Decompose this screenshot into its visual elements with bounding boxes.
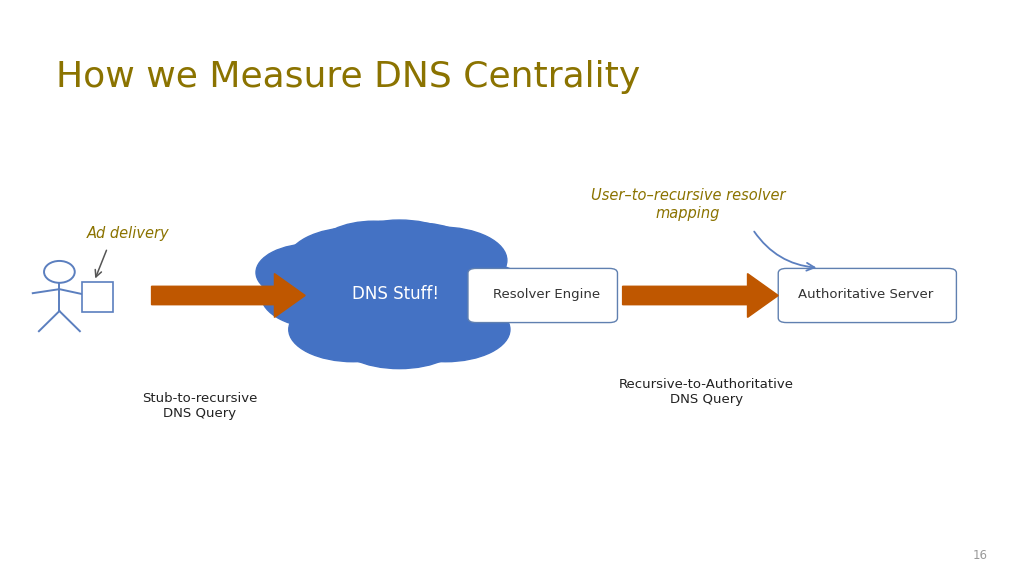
Text: Ad delivery: Ad delivery [87,226,170,241]
Ellipse shape [308,247,482,344]
Polygon shape [152,274,305,317]
FancyBboxPatch shape [468,268,617,323]
Ellipse shape [317,221,430,276]
FancyBboxPatch shape [778,268,956,323]
Text: DNS Stuff!: DNS Stuff! [352,285,438,303]
Ellipse shape [287,228,420,297]
Polygon shape [623,274,778,317]
Ellipse shape [374,227,507,294]
Text: 16: 16 [973,548,988,562]
Text: Stub-to-recursive
DNS Query: Stub-to-recursive DNS Query [142,392,257,420]
Text: User–to–recursive resolver
mapping: User–to–recursive resolver mapping [591,188,785,221]
Ellipse shape [381,297,510,362]
Ellipse shape [289,297,418,362]
Ellipse shape [256,244,369,301]
Text: Recursive-to-Authoritative
DNS Query: Recursive-to-Authoritative DNS Query [620,378,794,406]
Text: How we Measure DNS Centrality: How we Measure DNS Centrality [56,60,641,94]
Text: Authoritative Server: Authoritative Server [798,289,933,301]
Text: Resolver Engine: Resolver Engine [494,289,600,301]
Ellipse shape [333,220,466,287]
Ellipse shape [399,260,532,327]
FancyBboxPatch shape [82,282,113,312]
Ellipse shape [361,223,474,278]
Ellipse shape [335,305,464,369]
Ellipse shape [261,262,390,329]
